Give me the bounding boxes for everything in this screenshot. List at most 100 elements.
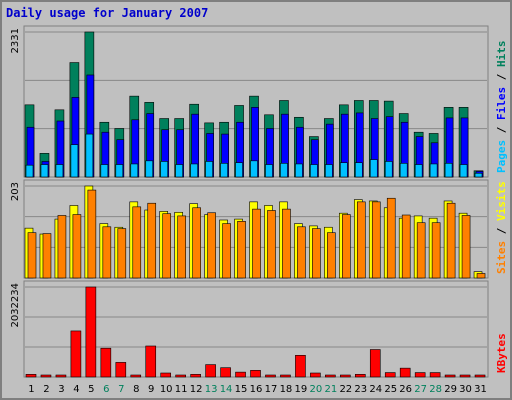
- day-label-31: 31: [474, 384, 487, 395]
- bar-sites-day-25: [386, 197, 396, 279]
- bar-pages-day-26: [399, 163, 408, 178]
- bar-kbytes-day-17: [265, 374, 276, 378]
- bar-pages-day-23: [354, 162, 363, 178]
- legend-text: Visits: [495, 181, 508, 221]
- legend-middle: Sites / Visits: [495, 181, 508, 274]
- day-label-23: 23: [354, 384, 367, 395]
- bar-sites-day-30: [461, 215, 471, 279]
- legend-text: Pages: [495, 140, 508, 173]
- day-label-10: 10: [160, 384, 173, 395]
- day-label-7: 7: [118, 384, 124, 395]
- day-label-27: 27: [414, 384, 427, 395]
- day-label-28: 28: [429, 384, 442, 395]
- y-max-label-bottom: 2032234: [10, 283, 21, 328]
- day-label-14: 14: [220, 384, 233, 395]
- day-label-30: 30: [459, 384, 472, 395]
- bar-kbytes-day-6: [100, 347, 112, 378]
- bar-kbytes-day-10: [160, 372, 172, 378]
- bar-kbytes-day-8: [130, 374, 142, 378]
- bar-pages-day-5: [85, 133, 94, 178]
- bar-pages-day-12: [190, 163, 198, 178]
- day-label-3: 3: [58, 384, 64, 395]
- bar-pages-day-31: [474, 172, 483, 178]
- bar-pages-day-16: [250, 160, 258, 178]
- legend-text: Sites: [495, 241, 508, 274]
- bar-kbytes-day-25: [384, 372, 396, 378]
- bar-kbytes-day-22: [340, 374, 351, 378]
- day-label-29: 29: [444, 384, 457, 395]
- day-label-1: 1: [28, 384, 34, 395]
- bar-kbytes-day-31: [474, 374, 486, 378]
- bar-sites-day-31: [476, 273, 486, 279]
- legend-bottom: KBytes: [495, 333, 508, 373]
- day-label-16: 16: [250, 384, 263, 395]
- bar-kbytes-day-4: [70, 330, 82, 378]
- day-label-20: 20: [310, 384, 323, 395]
- bar-sites-day-6: [102, 226, 112, 279]
- bar-pages-day-25: [384, 161, 393, 178]
- bar-kbytes-day-19: [295, 354, 306, 378]
- bar-pages-day-15: [235, 162, 243, 178]
- day-label-26: 26: [399, 384, 412, 395]
- bar-pages-day-1: [25, 164, 34, 178]
- bar-sites-day-9: [147, 202, 157, 279]
- bar-kbytes-day-30: [459, 374, 471, 378]
- bar-kbytes-day-28: [429, 372, 441, 378]
- bar-pages-day-8: [130, 163, 139, 178]
- bar-kbytes-day-26: [399, 367, 411, 378]
- day-label-18: 18: [280, 384, 293, 395]
- day-label-11: 11: [175, 384, 188, 395]
- bar-kbytes-day-20: [310, 372, 321, 378]
- bar-sites-day-13: [207, 212, 216, 279]
- bar-pages-day-4: [70, 144, 79, 178]
- y-max-label-middle: 203: [10, 182, 21, 201]
- legend-text: KBytes: [495, 333, 508, 373]
- bar-sites-day-7: [117, 228, 127, 279]
- bar-pages-day-21: [325, 164, 333, 178]
- bar-pages-day-11: [175, 164, 183, 178]
- bar-pages-day-10: [160, 161, 169, 178]
- bar-pages-day-2: [40, 164, 49, 178]
- legend-top: Pages / Files / Hits: [495, 41, 508, 174]
- day-label-13: 13: [205, 384, 218, 395]
- bar-pages-day-7: [115, 164, 124, 178]
- bar-kbytes-day-16: [250, 370, 261, 378]
- bar-pages-day-28: [429, 163, 438, 178]
- bar-sites-day-24: [371, 201, 381, 279]
- legend-text: Files: [495, 87, 508, 120]
- bar-pages-day-22: [340, 162, 348, 178]
- bar-sites-day-15: [237, 221, 246, 279]
- bar-kbytes-day-5: [85, 286, 97, 378]
- bar-pages-day-19: [295, 163, 303, 178]
- bar-pages-day-29: [444, 163, 453, 178]
- bar-sites-day-22: [342, 214, 351, 279]
- bar-sites-day-18: [282, 208, 291, 279]
- legend-text: /: [495, 120, 508, 140]
- bar-pages-day-14: [220, 163, 228, 178]
- day-label-15: 15: [235, 384, 248, 395]
- day-label-4: 4: [73, 384, 79, 395]
- day-label-19: 19: [295, 384, 308, 395]
- bar-kbytes-day-23: [354, 374, 366, 378]
- bar-sites-day-21: [327, 232, 336, 279]
- bar-kbytes-day-15: [235, 371, 246, 378]
- bar-pages-day-9: [145, 160, 154, 178]
- bar-kbytes-day-29: [444, 374, 456, 378]
- day-label-22: 22: [339, 384, 352, 395]
- day-label-17: 17: [265, 384, 278, 395]
- bar-sites-day-17: [267, 210, 276, 279]
- bar-sites-day-27: [416, 222, 426, 279]
- bar-kbytes-day-2: [40, 374, 52, 378]
- bar-sites-day-12: [192, 207, 201, 279]
- day-label-2: 2: [43, 384, 49, 395]
- bar-kbytes-day-3: [55, 374, 67, 378]
- bar-sites-day-5: [87, 189, 97, 279]
- day-label-12: 12: [190, 384, 203, 395]
- bar-kbytes-day-27: [414, 372, 426, 378]
- bar-pages-day-18: [280, 163, 288, 178]
- bar-pages-day-30: [459, 164, 468, 178]
- day-label-21: 21: [324, 384, 337, 395]
- bar-kbytes-day-9: [145, 345, 157, 378]
- bar-sites-day-20: [312, 228, 321, 279]
- day-label-9: 9: [148, 384, 154, 395]
